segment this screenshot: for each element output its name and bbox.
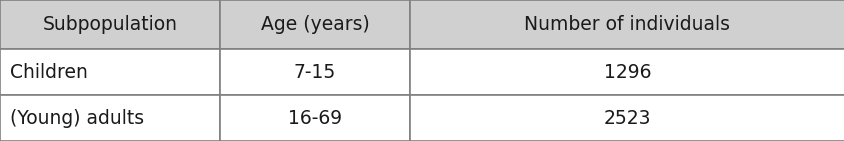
Text: Number of individuals: Number of individuals (524, 15, 729, 34)
Bar (409, 49, 844, 95)
Bar (0, 49, 219, 95)
Text: 7-15: 7-15 (294, 62, 336, 81)
Text: 16-69: 16-69 (288, 109, 342, 127)
Text: (Young) adults: (Young) adults (10, 109, 144, 127)
Text: Age (years): Age (years) (260, 15, 369, 34)
Bar (0, 0, 219, 49)
Bar (409, 95, 844, 141)
Text: 1296: 1296 (603, 62, 651, 81)
Bar (219, 0, 409, 49)
Text: Subpopulation: Subpopulation (42, 15, 177, 34)
Text: Children: Children (10, 62, 88, 81)
Bar (219, 49, 409, 95)
Text: 2523: 2523 (603, 109, 651, 127)
Bar (219, 95, 409, 141)
Bar (409, 0, 844, 49)
Bar (0, 95, 219, 141)
